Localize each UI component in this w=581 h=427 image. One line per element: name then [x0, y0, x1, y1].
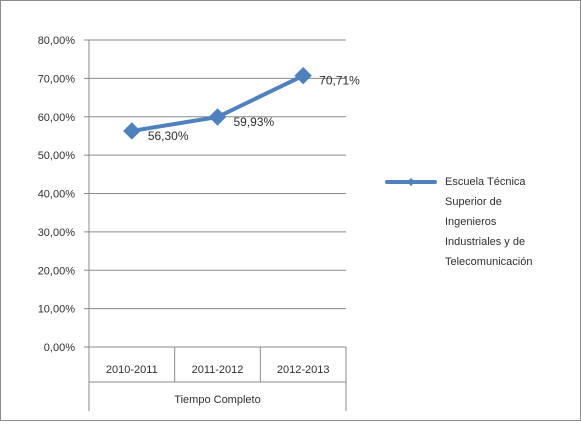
y-tick-label: 50,00%: [38, 150, 76, 162]
data-label: 70,71%: [319, 74, 360, 88]
legend-label: Escuela Técnica: [445, 176, 526, 188]
series: [123, 66, 312, 140]
data-point-marker: [123, 122, 141, 140]
data-point-marker: [294, 66, 312, 85]
y-tick-label: 40,00%: [38, 189, 76, 201]
y-tick-label: 10,00%: [38, 304, 76, 316]
y-tick-label: 80,00%: [38, 35, 76, 47]
x-category-label: 2012-2013: [277, 364, 330, 376]
legend-label: Telecomunicación: [445, 256, 532, 268]
y-tick-label: 70,00%: [38, 73, 76, 85]
y-tick-label: 30,00%: [38, 227, 76, 239]
data-label: 59,93%: [234, 115, 275, 129]
x-group-label: Tiempo Completo: [174, 394, 260, 406]
legend-label: Superior de: [445, 196, 502, 208]
legend: Escuela Técnica Superior de Ingenieros Indu…: [385, 176, 532, 268]
y-tick-label: 60,00%: [38, 112, 76, 124]
legend-label: Ingenieros: [445, 216, 497, 228]
y-tick-label: 0,00%: [44, 342, 75, 354]
y-tick-label: 20,00%: [38, 265, 76, 277]
legend-marker: [407, 178, 415, 186]
axes: 0,00% 10,00% 20,00% 30,00% 40,00% 50,00% 60,00…: [38, 35, 347, 411]
gridlines: [89, 39, 346, 310]
legend-label: Industriales y de: [445, 236, 525, 248]
data-labels: 56,30% 59,93% 70,71%: [148, 74, 360, 143]
x-category-label: 2010-2011: [106, 364, 158, 376]
data-label: 56,30%: [148, 129, 189, 143]
x-category-label: 2011-2012: [192, 364, 244, 376]
data-point-marker: [208, 108, 227, 126]
